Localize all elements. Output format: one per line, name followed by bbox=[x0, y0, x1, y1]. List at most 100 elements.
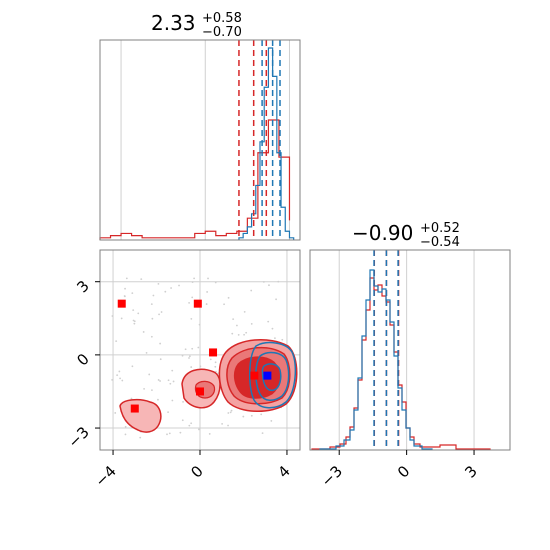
sample-point bbox=[188, 301, 190, 304]
marginal-x-title-lower: −0.70 bbox=[202, 25, 242, 40]
sample-point bbox=[260, 413, 263, 416]
sample-point bbox=[250, 414, 253, 417]
sample-point bbox=[231, 332, 234, 335]
sample-point bbox=[230, 409, 233, 412]
sample-point bbox=[205, 303, 208, 305]
sample-point bbox=[159, 358, 162, 361]
sample-point bbox=[170, 287, 172, 289]
sample-point bbox=[229, 411, 232, 414]
sample-point bbox=[268, 284, 270, 287]
sample-point bbox=[267, 320, 270, 323]
sample-point bbox=[152, 294, 155, 297]
sample-point bbox=[209, 358, 212, 361]
sample-point bbox=[142, 331, 145, 333]
x-tick-label: 0 bbox=[187, 462, 206, 481]
red-marker bbox=[117, 299, 126, 308]
marginal-x-title: 2.33 bbox=[151, 11, 196, 35]
sample-point bbox=[270, 420, 273, 422]
marginal-y-frame bbox=[309, 249, 511, 451]
contour-fill-lower-left bbox=[119, 398, 162, 433]
sample-point bbox=[182, 400, 184, 403]
sample-point bbox=[245, 331, 248, 334]
sample-point bbox=[168, 432, 171, 435]
marginal-y-title-lower: −0.54 bbox=[420, 235, 460, 250]
sample-point bbox=[137, 312, 140, 315]
sample-point bbox=[181, 354, 184, 357]
sample-point bbox=[132, 309, 135, 312]
marginal-y-title: −0.90 bbox=[352, 221, 413, 245]
sample-point bbox=[236, 324, 238, 327]
sample-point bbox=[197, 346, 200, 349]
sample-point bbox=[243, 310, 246, 313]
contour-blue-mid bbox=[255, 351, 290, 401]
sample-point bbox=[208, 433, 211, 435]
sample-point bbox=[191, 281, 194, 284]
x-tick-label: 0 bbox=[394, 462, 413, 481]
sample-point bbox=[159, 342, 162, 345]
red-marker bbox=[209, 348, 218, 357]
sample-point bbox=[151, 317, 154, 320]
sample-point bbox=[191, 296, 194, 299]
joint-panel: −4 0 4 3 0 −3 bbox=[64, 249, 301, 490]
sample-point bbox=[242, 415, 245, 418]
sample-point bbox=[207, 277, 209, 280]
sample-point bbox=[116, 374, 119, 377]
sample-point bbox=[160, 311, 163, 313]
sample-point bbox=[157, 398, 159, 401]
x-tick-label: 4 bbox=[274, 462, 293, 481]
marginal-y-hist-red bbox=[311, 277, 491, 450]
sample-point bbox=[125, 277, 128, 280]
sample-point bbox=[214, 281, 217, 284]
sample-point bbox=[188, 424, 191, 427]
sample-point bbox=[133, 322, 136, 325]
sample-point bbox=[188, 355, 191, 358]
sample-point bbox=[250, 322, 253, 325]
sample-point bbox=[250, 289, 253, 292]
sample-point bbox=[118, 370, 121, 373]
sample-point bbox=[227, 412, 230, 414]
sample-point bbox=[150, 303, 153, 306]
sample-point bbox=[150, 335, 153, 338]
sample-point bbox=[271, 327, 274, 330]
sample-point bbox=[124, 433, 127, 436]
sample-point bbox=[140, 278, 143, 281]
sample-point bbox=[190, 317, 193, 320]
x-tick-label: 3 bbox=[461, 462, 480, 481]
sample-point bbox=[166, 433, 168, 436]
contour-blue-inner bbox=[261, 363, 282, 392]
sample-point bbox=[139, 436, 142, 439]
marginal-y-panel: −0.90 +0.52 −0.54 −3 0 3 bbox=[309, 221, 511, 490]
sample-point bbox=[223, 303, 225, 306]
x-tick-label: −4 bbox=[91, 462, 119, 490]
sample-point bbox=[190, 422, 193, 425]
sample-point bbox=[148, 373, 151, 376]
sample-point bbox=[120, 317, 123, 320]
sample-point bbox=[190, 366, 193, 368]
sample-point bbox=[214, 361, 217, 364]
sample-point bbox=[157, 379, 160, 381]
y-tick-label: −3 bbox=[64, 423, 92, 451]
sample-point bbox=[115, 340, 118, 343]
sample-point bbox=[274, 337, 276, 340]
sample-point bbox=[199, 365, 202, 368]
sample-point bbox=[191, 347, 194, 350]
sample-point bbox=[227, 424, 229, 427]
x-tick-label: −3 bbox=[318, 462, 346, 490]
sample-point bbox=[214, 365, 217, 368]
sample-point bbox=[143, 387, 145, 390]
sample-point bbox=[221, 423, 224, 425]
sample-point bbox=[157, 282, 160, 285]
sample-point bbox=[227, 296, 230, 299]
sample-point bbox=[232, 318, 235, 321]
sample-point bbox=[159, 380, 161, 382]
sample-point bbox=[169, 382, 172, 385]
sample-point bbox=[184, 348, 187, 351]
marginal-x-hist-blue bbox=[238, 47, 295, 240]
sample-point bbox=[206, 291, 209, 293]
sample-point bbox=[111, 315, 114, 317]
sample-point bbox=[171, 369, 174, 372]
sample-point bbox=[164, 290, 167, 293]
sample-point bbox=[178, 284, 180, 287]
y-tick-label: 0 bbox=[73, 350, 92, 369]
